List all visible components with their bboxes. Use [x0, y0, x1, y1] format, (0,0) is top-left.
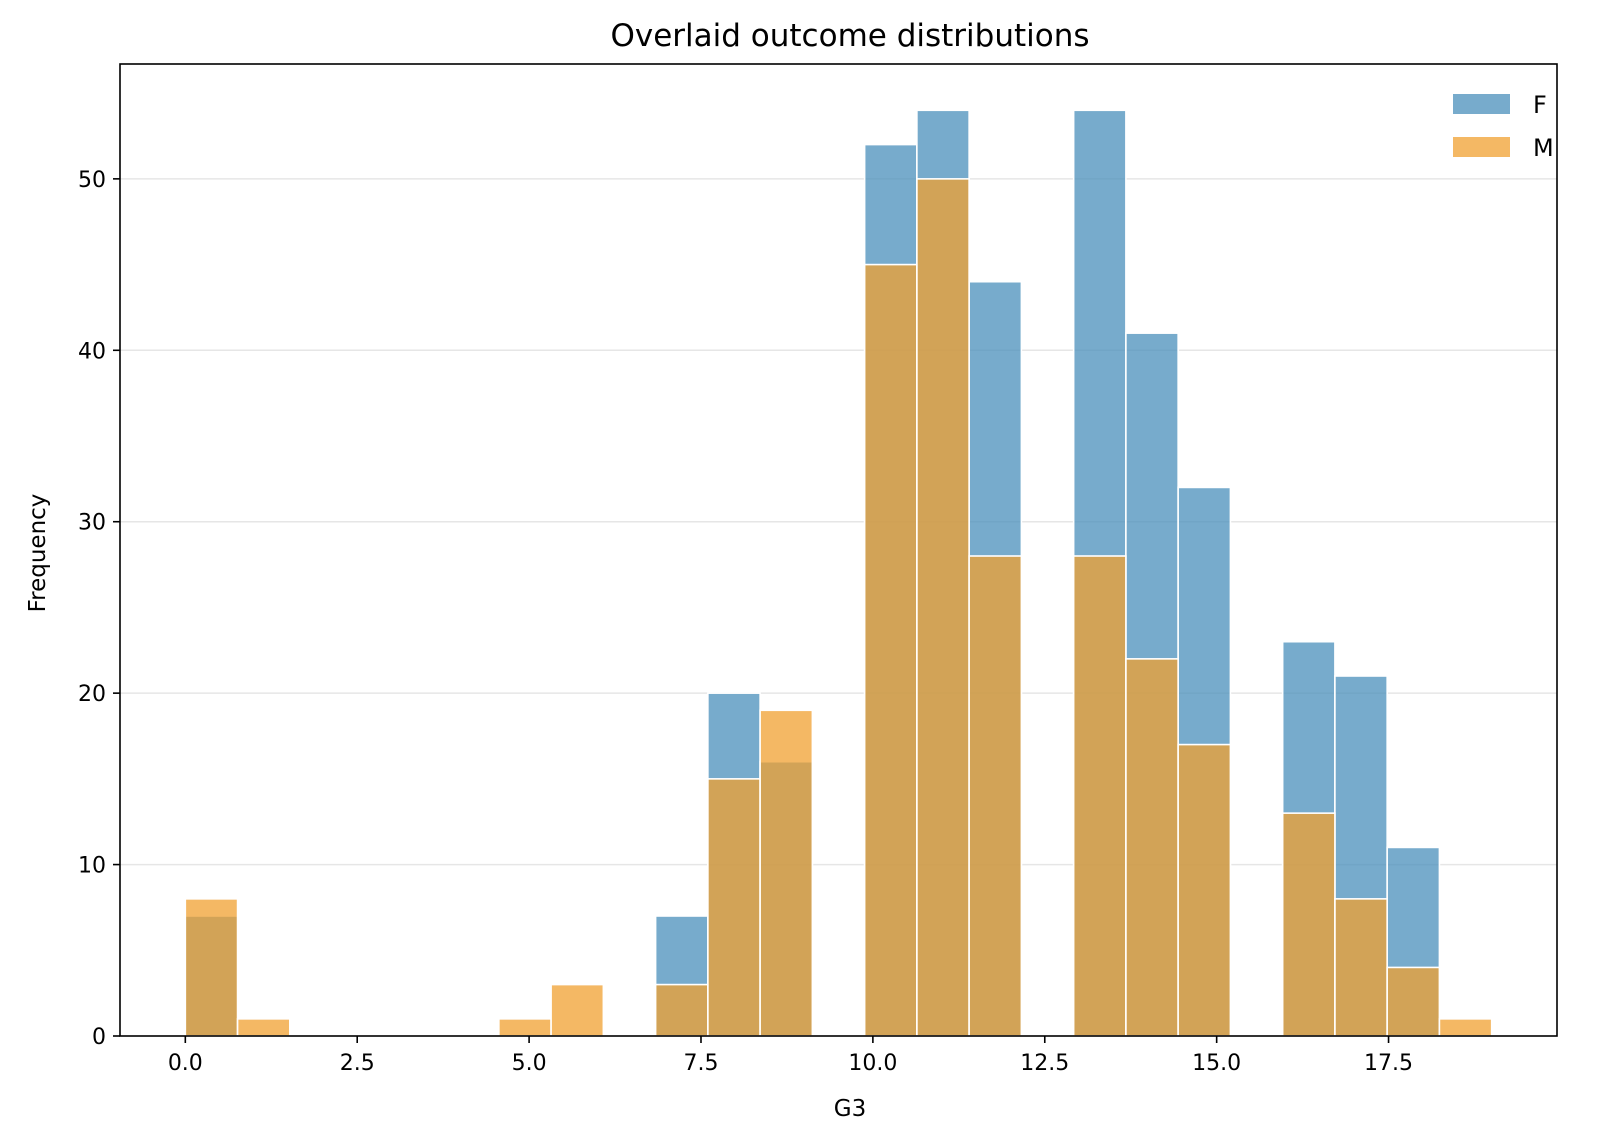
y-tick-label-3: 30 [78, 511, 106, 536]
bar-M-21 [1281, 812, 1336, 1037]
bar-M-1 [236, 1018, 291, 1037]
x-axis-ticks: 0.0 2.5 5.0 7.5 10.0 12.5 15.0 17.5 [168, 1036, 1413, 1076]
x-tick-label-2: 5.0 [512, 1051, 547, 1076]
chart-title: Overlaid outcome distributions [610, 18, 1089, 54]
bar-M-19 [1177, 743, 1232, 1037]
bar-M-18 [1125, 658, 1179, 1037]
y-axis-ticks: 0 10 20 30 40 50 [78, 168, 120, 1050]
bar-M-7 [550, 983, 605, 1037]
legend-swatch-M [1453, 137, 1510, 157]
bar-M-11 [759, 709, 814, 1037]
x-tick-label-7: 17.5 [1364, 1051, 1413, 1076]
bar-M-0 [184, 898, 239, 1037]
x-tick-label-6: 15.0 [1192, 1051, 1241, 1076]
bar-M-10 [707, 778, 761, 1037]
x-tick-label-3: 7.5 [683, 1051, 718, 1076]
x-tick-label-4: 10.0 [848, 1051, 897, 1076]
bar-M-24 [1438, 1018, 1493, 1037]
bar-M-13 [863, 263, 918, 1037]
bar-M-15 [968, 555, 1023, 1037]
bar-M-17 [1072, 555, 1127, 1037]
x-tick-label-1: 2.5 [340, 1051, 375, 1076]
bar-M-22 [1334, 898, 1388, 1037]
y-tick-label-5: 50 [78, 168, 106, 193]
y-axis-label: Frequency [25, 494, 51, 613]
bar-M-9 [654, 983, 709, 1037]
y-tick-label-1: 10 [78, 854, 106, 879]
plot-frame [119, 63, 1558, 1037]
legend-label-F: F [1533, 91, 1547, 119]
x-axis-label: G3 [834, 1096, 866, 1122]
y-tick-label-4: 40 [78, 339, 106, 364]
bar-series [184, 109, 1493, 1037]
y-tick-label-2: 20 [78, 682, 106, 707]
legend-swatch-F [1453, 94, 1510, 114]
series-M [184, 178, 1493, 1037]
x-tick-label-0: 0.0 [168, 1051, 203, 1076]
bar-M-6 [498, 1018, 552, 1037]
bar-M-14 [916, 178, 970, 1037]
bar-M-23 [1386, 966, 1441, 1037]
legend-label-M: M [1533, 134, 1554, 162]
x-tick-label-5: 12.5 [1020, 1051, 1069, 1076]
y-tick-label-0: 0 [92, 1025, 106, 1050]
legend: FM [1453, 91, 1554, 162]
